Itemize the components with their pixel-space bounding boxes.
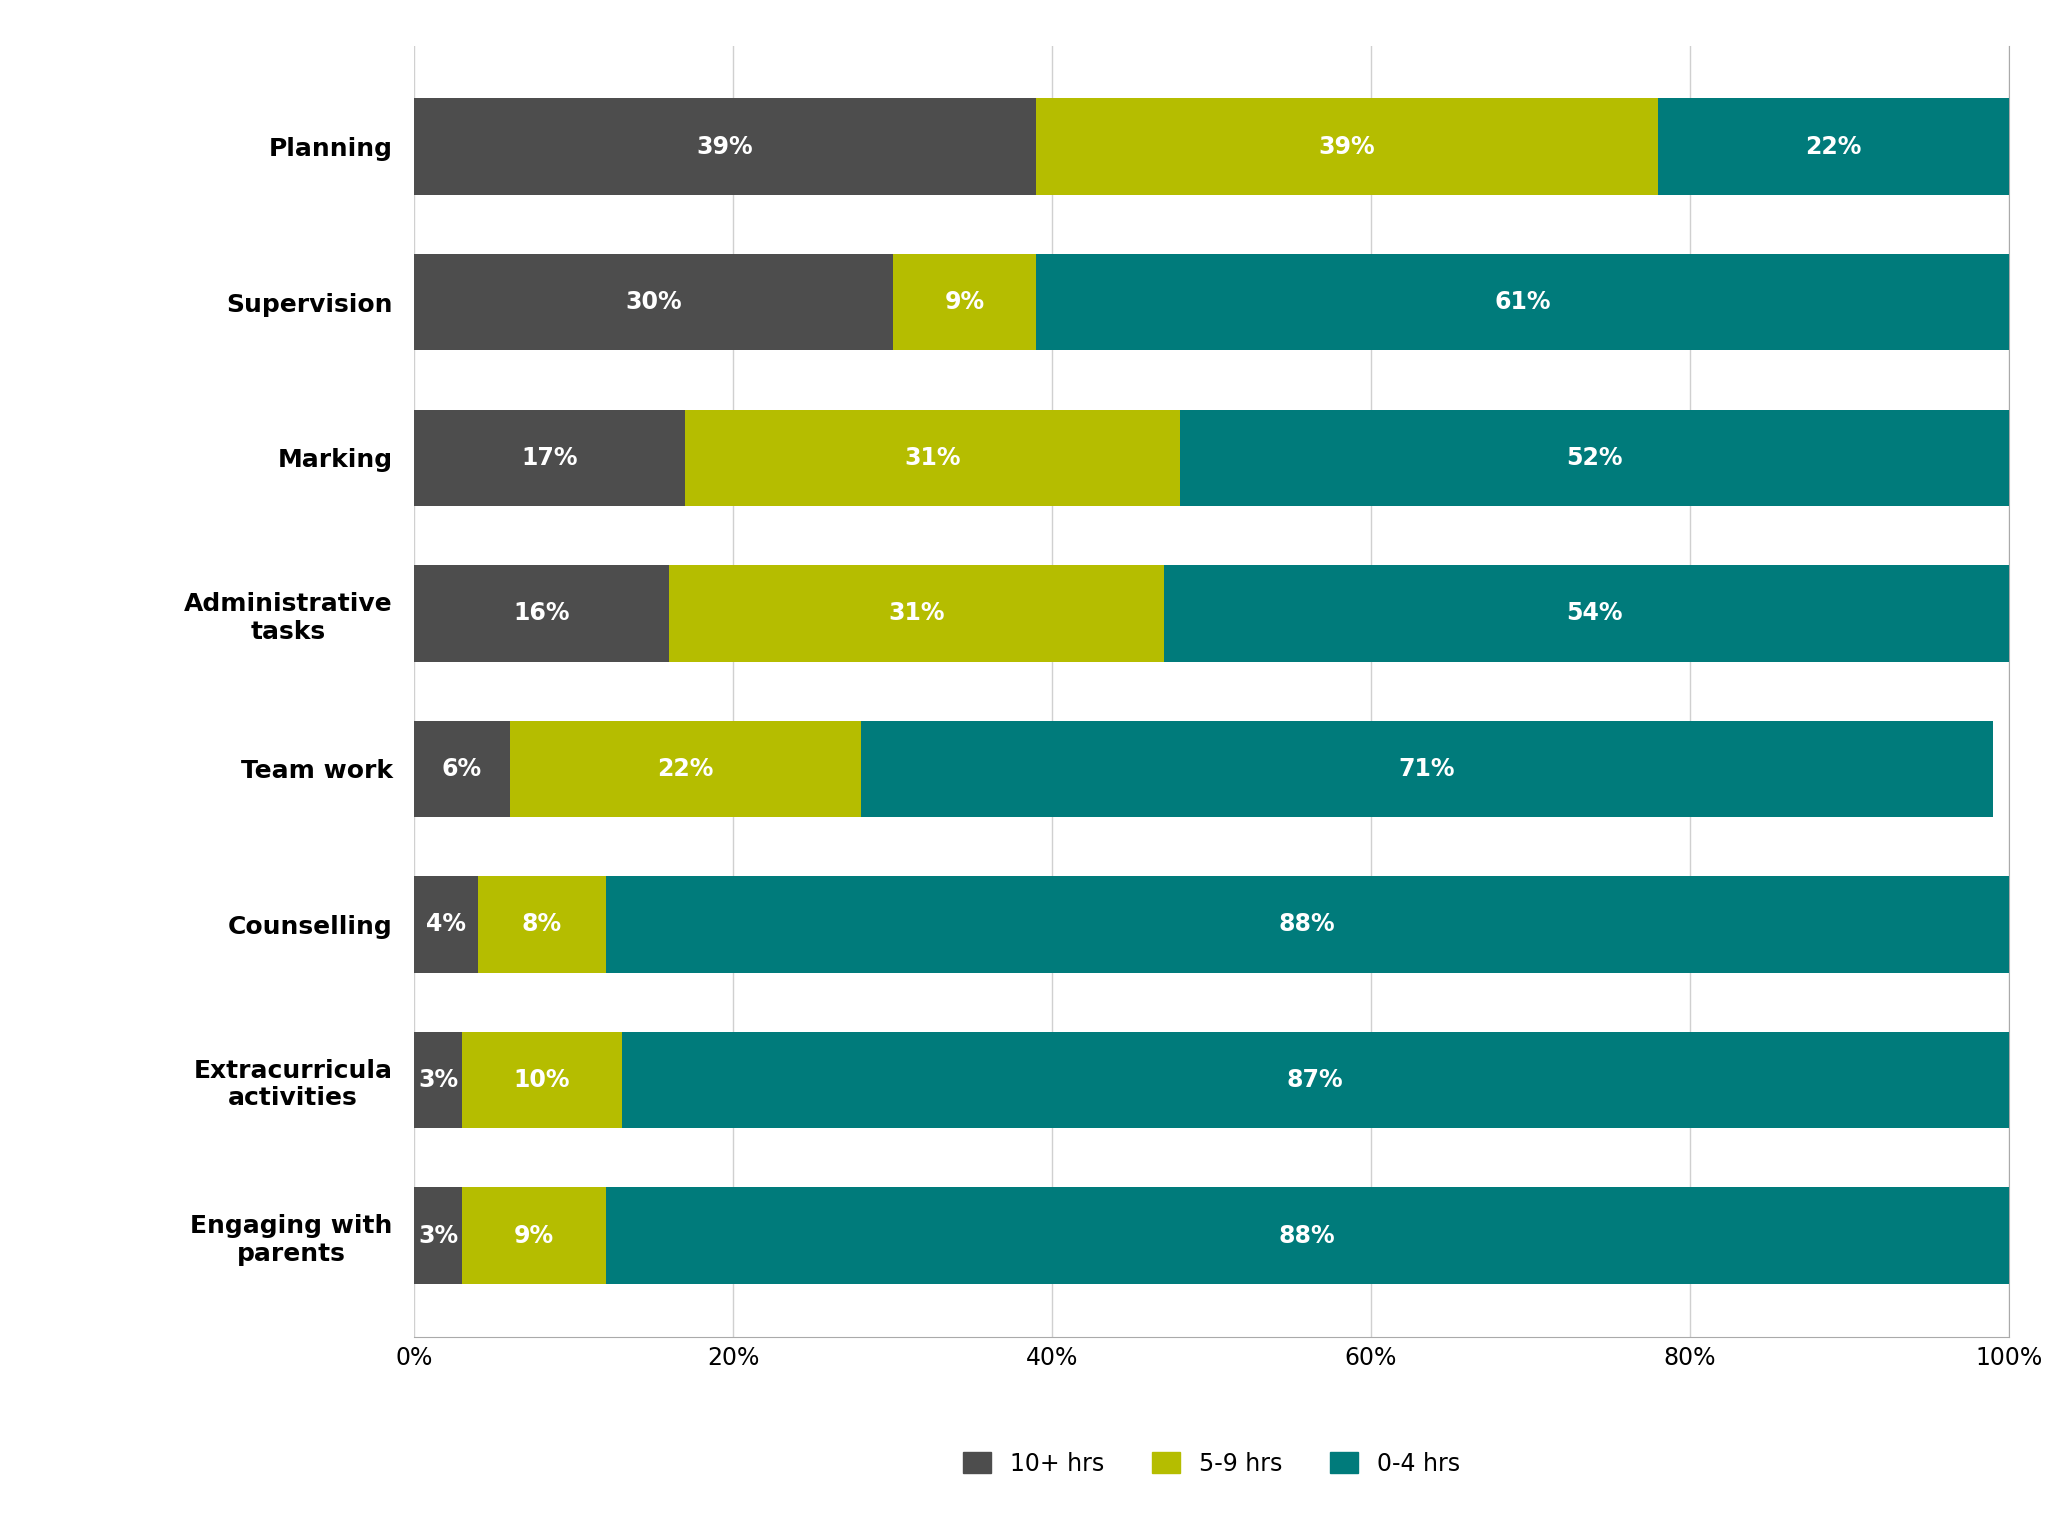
Text: 22%: 22% xyxy=(1806,135,1862,158)
Bar xyxy=(1036,254,2009,351)
Bar xyxy=(478,876,605,972)
Text: 3%: 3% xyxy=(418,1224,458,1247)
Bar xyxy=(1164,565,2025,662)
Text: 87%: 87% xyxy=(1286,1068,1344,1092)
Text: 9%: 9% xyxy=(514,1224,553,1247)
Bar xyxy=(414,876,478,972)
Bar xyxy=(414,565,669,662)
Bar xyxy=(669,565,1164,662)
Text: 39%: 39% xyxy=(696,135,754,158)
Bar xyxy=(414,410,686,506)
Text: 31%: 31% xyxy=(888,602,944,626)
Text: 3%: 3% xyxy=(418,1068,458,1092)
Text: 6%: 6% xyxy=(441,756,483,781)
Text: 52%: 52% xyxy=(1566,445,1622,469)
Text: 17%: 17% xyxy=(522,445,578,469)
Legend: 10+ hrs, 5-9 hrs, 0-4 hrs: 10+ hrs, 5-9 hrs, 0-4 hrs xyxy=(963,1452,1460,1476)
Bar xyxy=(462,1031,621,1129)
Text: 30%: 30% xyxy=(625,290,681,314)
Bar xyxy=(414,720,509,817)
Text: 88%: 88% xyxy=(1280,913,1336,937)
Bar xyxy=(1180,410,2009,506)
Text: 88%: 88% xyxy=(1280,1224,1336,1247)
Bar xyxy=(621,1031,2009,1129)
Bar xyxy=(509,720,862,817)
Bar xyxy=(414,254,893,351)
Bar xyxy=(1659,99,2009,194)
Bar xyxy=(893,254,1036,351)
Bar xyxy=(605,876,2009,972)
Bar xyxy=(414,99,1036,194)
Bar xyxy=(1036,99,1659,194)
Text: 9%: 9% xyxy=(944,290,984,314)
Text: 8%: 8% xyxy=(522,913,561,937)
Bar xyxy=(414,1031,462,1129)
Text: 4%: 4% xyxy=(427,913,466,937)
Text: 54%: 54% xyxy=(1566,602,1622,626)
Bar xyxy=(686,410,1180,506)
Text: 10%: 10% xyxy=(514,1068,570,1092)
Text: 31%: 31% xyxy=(905,445,961,469)
Bar xyxy=(462,1188,605,1284)
Text: 22%: 22% xyxy=(657,756,714,781)
Text: 16%: 16% xyxy=(514,602,570,626)
Bar xyxy=(605,1188,2009,1284)
Bar xyxy=(414,1188,462,1284)
Text: 71%: 71% xyxy=(1398,756,1456,781)
Text: 39%: 39% xyxy=(1319,135,1375,158)
Text: 61%: 61% xyxy=(1495,290,1551,314)
Bar xyxy=(862,720,1992,817)
